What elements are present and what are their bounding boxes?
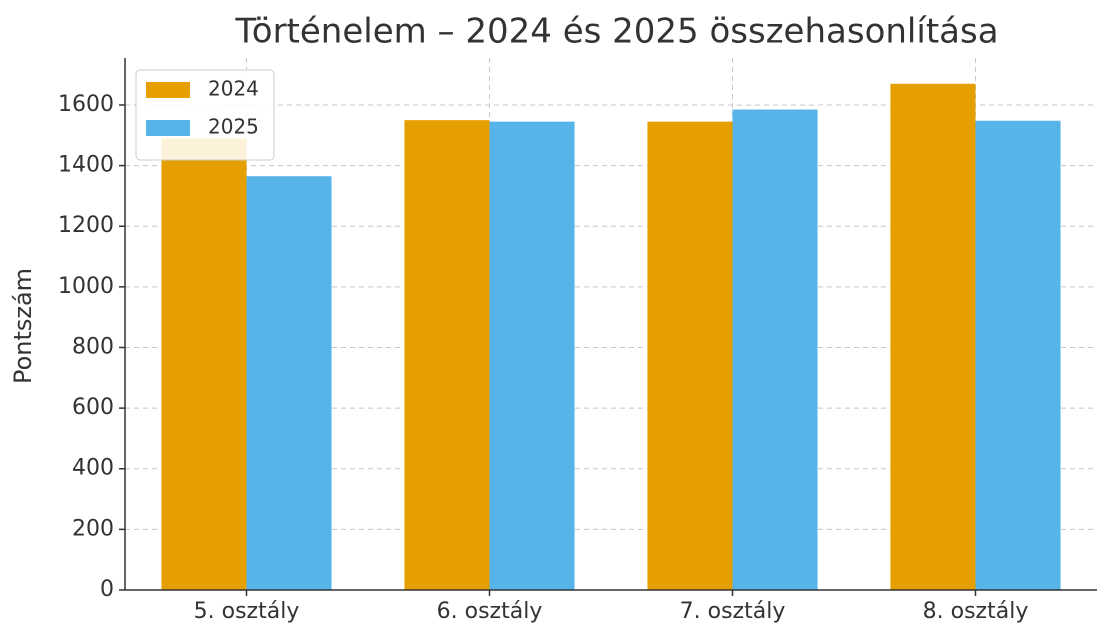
x-tick-label: 6. osztály: [437, 599, 543, 624]
legend-swatch: [146, 120, 190, 136]
x-tick-label: 8. osztály: [923, 599, 1029, 624]
y-tick-label: 1000: [58, 274, 114, 299]
y-tick-label: 1400: [58, 153, 114, 178]
y-tick-label: 0: [100, 577, 114, 602]
legend-label: 2025: [208, 115, 259, 139]
bar: [246, 176, 332, 590]
bar: [975, 120, 1061, 590]
legend-label: 2024: [208, 77, 259, 101]
y-tick-label: 400: [72, 456, 114, 481]
bar: [732, 109, 818, 590]
bar: [890, 83, 976, 590]
y-tick-label: 600: [72, 395, 114, 420]
legend-swatch: [146, 82, 190, 98]
y-axis-label: Pontszám: [9, 268, 37, 384]
bar: [647, 121, 733, 591]
bar: [161, 138, 247, 590]
bar: [489, 121, 575, 591]
legend: 2024 2025: [135, 69, 275, 161]
x-tick-label: 5. osztály: [194, 599, 300, 624]
x-tick-label: 7. osztály: [680, 599, 786, 624]
y-tick-label: 1600: [58, 92, 114, 117]
y-tick-label: 1200: [58, 213, 114, 238]
y-tick-label: 800: [72, 334, 114, 359]
y-tick-label: 200: [72, 516, 114, 541]
chart-title: Történelem – 2024 és 2025 összehasonlítá…: [234, 12, 998, 52]
bar: [404, 120, 490, 590]
